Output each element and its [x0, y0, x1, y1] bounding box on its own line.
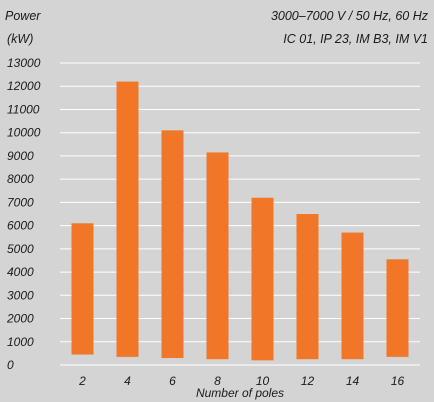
y-tick-label: 7000: [7, 195, 34, 209]
bar-14-poles: [341, 232, 364, 360]
bar-16-poles: [386, 259, 409, 357]
bar-4-poles: [116, 81, 139, 357]
y-tick-label: 3000: [7, 288, 34, 302]
y-tick-label: 0: [7, 358, 14, 372]
y-tick-label: 8000: [7, 172, 34, 186]
y-tick-label: 9000: [7, 149, 34, 163]
y-tick-labels: 0 1000 2000 3000 4000 5000 6000 7000 8000 9000 100…: [6, 56, 41, 372]
x-tick-label: 14: [346, 374, 360, 388]
y-axis-label-line1: Power: [5, 9, 41, 23]
x-tick-label: 4: [124, 374, 131, 388]
x-tick-label: 12: [301, 374, 315, 388]
spec-line-1: 3000–7000 V / 50 Hz, 60 Hz: [271, 9, 429, 23]
y-axis-label-line2: (kW): [7, 32, 33, 46]
x-tick-labels: 2 4 6 8 10 12 14 16: [78, 374, 404, 388]
y-tick-label: 12000: [7, 79, 41, 93]
bar-12-poles: [296, 214, 319, 360]
y-tick-label: 4000: [7, 265, 34, 279]
x-tick-label: 6: [169, 374, 176, 388]
x-tick-label: 2: [78, 374, 86, 388]
bar-8-poles: [206, 152, 229, 360]
grid: [60, 62, 420, 366]
y-tick-label: 11000: [7, 102, 40, 116]
y-tick-label: 1000: [7, 335, 34, 349]
bar-6-poles: [161, 130, 184, 359]
bar-2-poles: [71, 223, 94, 355]
x-tick-label: 8: [214, 374, 221, 388]
y-tick-label: 2000: [6, 312, 34, 326]
bar-10-poles: [251, 197, 274, 361]
y-tick-label: 13000: [7, 56, 41, 70]
x-axis-label: Number of poles: [196, 386, 284, 400]
x-tick-label: 10: [256, 374, 270, 388]
y-tick-label: 5000: [7, 242, 34, 256]
y-tick-label: 6000: [7, 219, 34, 233]
y-tick-label: 10000: [7, 126, 41, 140]
x-tick-label: 16: [391, 374, 405, 388]
spec-line-2: IC 01, IP 23, IM B3, IM V1: [283, 32, 428, 46]
bars: [71, 81, 409, 361]
